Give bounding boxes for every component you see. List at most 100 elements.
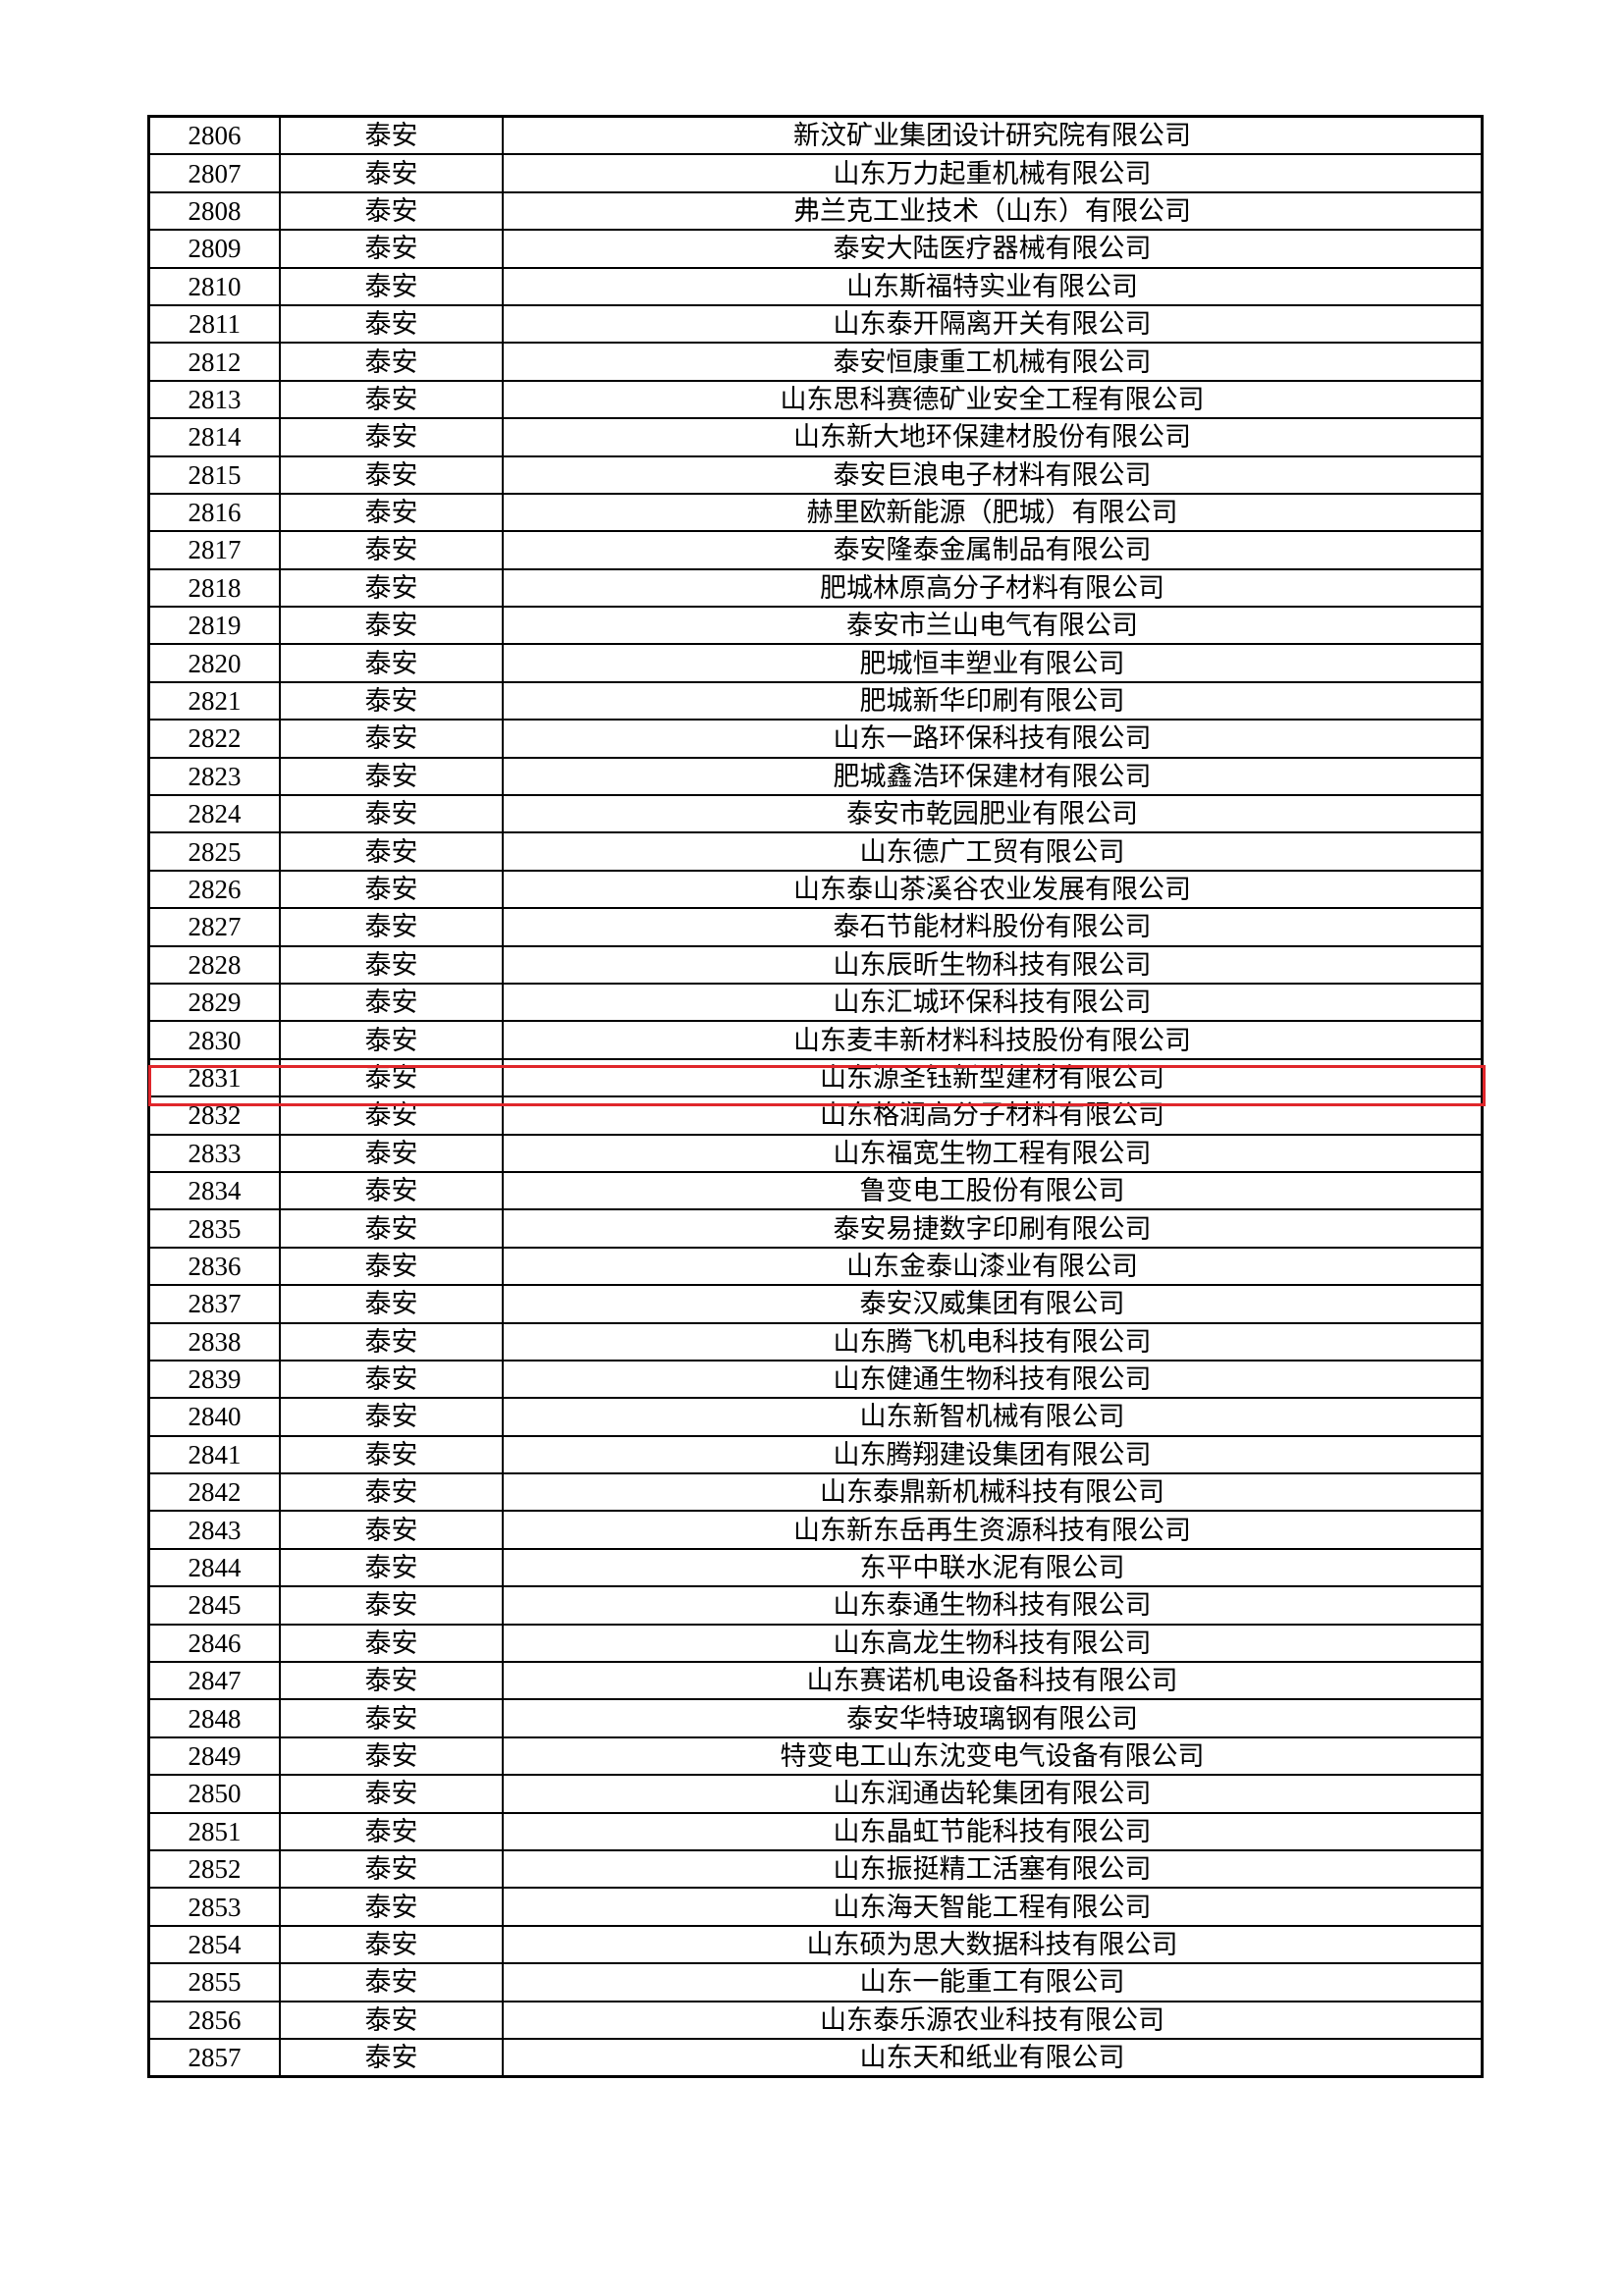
- city: 泰安: [279, 1133, 504, 1173]
- row-number: 2818: [147, 567, 281, 609]
- city: 泰安: [279, 1585, 504, 1626]
- city: 泰安: [279, 1510, 504, 1550]
- table-row: 2806 泰安 新汶矿业集团设计研究院有限公司: [147, 115, 1484, 156]
- city: 泰安: [279, 680, 504, 721]
- company-name: 山东泰鼎新机械科技有限公司: [502, 1472, 1484, 1513]
- row-number: 2814: [147, 417, 281, 457]
- company-name: 泰安市兰山电气有限公司: [502, 606, 1484, 646]
- city: 泰安: [279, 1887, 504, 1927]
- table-row: 2847 泰安 山东赛诺机电设备科技有限公司: [147, 1661, 1484, 1701]
- city: 泰安: [279, 266, 504, 306]
- table-row: 2815 泰安 泰安巨浪电子材料有限公司: [147, 454, 1484, 495]
- city: 泰安: [279, 756, 504, 797]
- row-number: 2809: [147, 229, 281, 269]
- company-name: 山东一路环保科技有限公司: [502, 719, 1484, 759]
- table-row: 2844 泰安 东平中联水泥有限公司: [147, 1547, 1484, 1588]
- company-name: 山东万力起重机械有限公司: [502, 153, 1484, 193]
- company-name: 泰安汉威集团有限公司: [502, 1284, 1484, 1324]
- table-row: 2811 泰安 山东泰开隔离开关有限公司: [147, 303, 1484, 345]
- company-name: 肥城新华印刷有限公司: [502, 680, 1484, 721]
- company-name: 山东福宽生物工程有限公司: [502, 1133, 1484, 1173]
- company-name: 山东思科赛德矿业安全工程有限公司: [502, 379, 1484, 420]
- row-number: 2850: [147, 1774, 281, 1814]
- table-row: 2818 泰安 肥城林原高分子材料有限公司: [147, 567, 1484, 609]
- city: 泰安: [279, 190, 504, 232]
- company-name: 泰安恒康重工机械有限公司: [502, 342, 1484, 382]
- company-name: 泰安华特玻璃钢有限公司: [502, 1698, 1484, 1738]
- row-number: 2854: [147, 1924, 281, 1965]
- city: 泰安: [279, 1359, 504, 1400]
- company-name: 山东健通生物科技有限公司: [502, 1359, 1484, 1400]
- city: 泰安: [279, 1397, 504, 1437]
- company-name: 山东泰山茶溪谷农业发展有限公司: [502, 869, 1484, 910]
- company-name: 山东辰昕生物科技有限公司: [502, 944, 1484, 985]
- table-row: 2820 泰安 肥城恒丰塑业有限公司: [147, 643, 1484, 683]
- company-name: 山东高龙生物科技有限公司: [502, 1623, 1484, 1664]
- company-name: 肥城林原高分子材料有限公司: [502, 567, 1484, 609]
- row-number: 2837: [147, 1284, 281, 1324]
- row-number: 2840: [147, 1397, 281, 1437]
- company-name: 山东硕为思大数据科技有限公司: [502, 1924, 1484, 1965]
- table-row: 2827 泰安 泰石节能材料股份有限公司: [147, 907, 1484, 947]
- company-name: 新汶矿业集团设计研究院有限公司: [502, 115, 1484, 156]
- city: 泰安: [279, 869, 504, 910]
- city: 泰安: [279, 1924, 504, 1965]
- table-row: 2809 泰安 泰安大陆医疗器械有限公司: [147, 229, 1484, 269]
- company-name: 泰石节能材料股份有限公司: [502, 907, 1484, 947]
- city: 泰安: [279, 379, 504, 420]
- row-number: 2826: [147, 869, 281, 910]
- company-name: 泰安易捷数字印刷有限公司: [502, 1208, 1484, 1249]
- city: 泰安: [279, 1811, 504, 1851]
- table-row: 2852 泰安 山东振挺精工活塞有限公司: [147, 1848, 1484, 1890]
- row-number: 2853: [147, 1887, 281, 1927]
- row-number: 2819: [147, 606, 281, 646]
- row-number: 2825: [147, 831, 281, 872]
- city: 泰安: [279, 606, 504, 646]
- table-row: 2854 泰安 山东硕为思大数据科技有限公司: [147, 1924, 1484, 1965]
- row-number: 2830: [147, 1020, 281, 1060]
- table-row: 2832 泰安 山东格润高分子材料有限公司: [147, 1095, 1484, 1136]
- table-row: 2824 泰安 泰安市乾园肥业有限公司: [147, 794, 1484, 834]
- city: 泰安: [279, 944, 504, 985]
- table-row: 2829 泰安 山东汇城环保科技有限公司: [147, 982, 1484, 1023]
- row-number: 2856: [147, 2000, 281, 2040]
- company-name: 山东德广工贸有限公司: [502, 831, 1484, 872]
- company-name: 山东斯福特实业有限公司: [502, 266, 1484, 306]
- table-row: 2857 泰安 山东天和纸业有限公司: [147, 2037, 1484, 2078]
- table-row: 2830 泰安 山东麦丰新材料科技股份有限公司: [147, 1020, 1484, 1060]
- company-name: 山东一能重工有限公司: [502, 1962, 1484, 2002]
- row-number: 2833: [147, 1133, 281, 1173]
- row-number: 2807: [147, 153, 281, 193]
- table-row: 2817 泰安 泰安隆泰金属制品有限公司: [147, 530, 1484, 570]
- table-row: 2839 泰安 山东健通生物科技有限公司: [147, 1359, 1484, 1400]
- company-name: 山东泰乐源农业科技有限公司: [502, 2000, 1484, 2040]
- row-number: 2846: [147, 1623, 281, 1664]
- city: 泰安: [279, 1057, 504, 1098]
- company-name: 弗兰克工业技术（山东）有限公司: [502, 190, 1484, 232]
- city: 泰安: [279, 342, 504, 382]
- city: 泰安: [279, 982, 504, 1023]
- company-name: 山东润通齿轮集团有限公司: [502, 1774, 1484, 1814]
- row-number: 2832: [147, 1095, 281, 1136]
- row-number: 2821: [147, 680, 281, 721]
- table-row: 2823 泰安 肥城鑫浩环保建材有限公司: [147, 756, 1484, 797]
- table-row: 2837 泰安 泰安汉威集团有限公司: [147, 1284, 1484, 1324]
- city: 泰安: [279, 153, 504, 193]
- city: 泰安: [279, 1547, 504, 1588]
- table-row: 2816 泰安 赫里欧新能源（肥城）有限公司: [147, 492, 1484, 533]
- company-list-table: 2806 泰安 新汶矿业集团设计研究院有限公司 2807 泰安 山东万力起重机械有限公司 2…: [147, 115, 1484, 2079]
- city: 泰安: [279, 454, 504, 495]
- row-number: 2813: [147, 379, 281, 420]
- company-name: 赫里欧新能源（肥城）有限公司: [502, 492, 1484, 533]
- table-row: 2845 泰安 山东泰通生物科技有限公司: [147, 1585, 1484, 1626]
- company-name: 山东格润高分子材料有限公司: [502, 1095, 1484, 1136]
- row-number: 2806: [147, 115, 281, 156]
- city: 泰安: [279, 1170, 504, 1211]
- city: 泰安: [279, 2037, 504, 2078]
- table-row: 2856 泰安 山东泰乐源农业科技有限公司: [147, 2000, 1484, 2040]
- row-number: 2812: [147, 342, 281, 382]
- table-row: 2842 泰安 山东泰鼎新机械科技有限公司: [147, 1472, 1484, 1513]
- city: 泰安: [279, 115, 504, 156]
- company-name: 特变电工山东沈变电气设备有限公司: [502, 1735, 1484, 1777]
- company-name: 肥城鑫浩环保建材有限公司: [502, 756, 1484, 797]
